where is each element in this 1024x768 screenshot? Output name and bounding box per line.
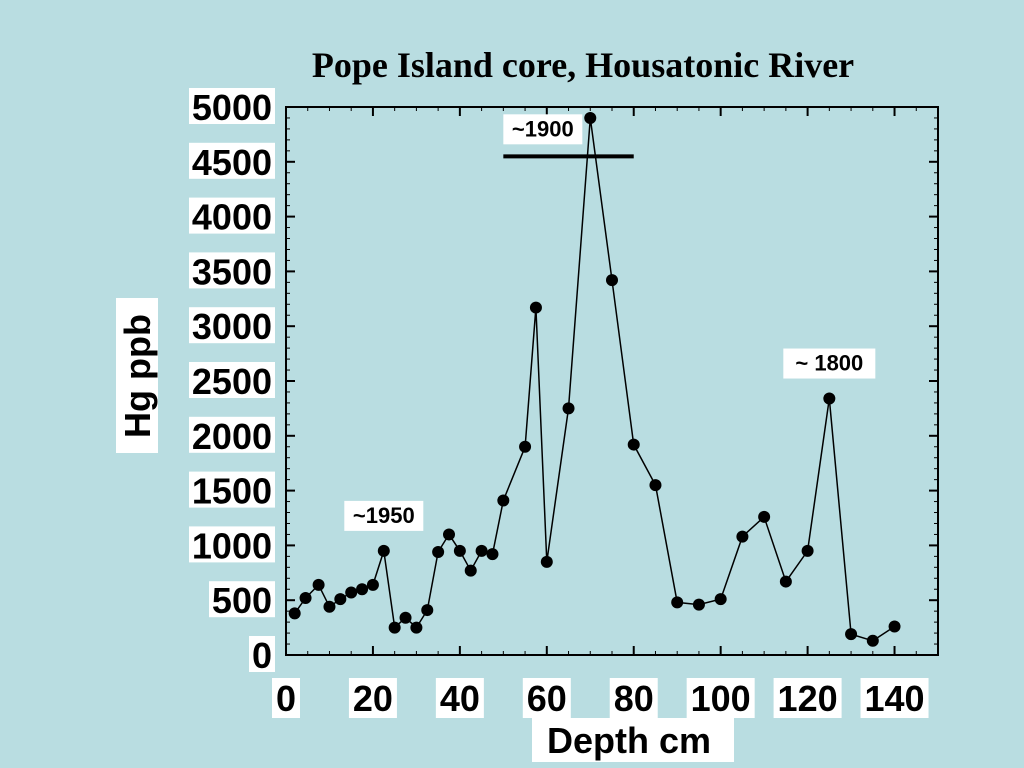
x-tick-label-bg	[686, 678, 755, 718]
y-tick-label-bg	[189, 416, 275, 453]
data-point	[801, 544, 814, 557]
x-tick-label-bg	[348, 678, 397, 718]
x-axis-label-group: Depth cm	[532, 718, 734, 762]
y-tick-label: 4000	[192, 197, 272, 238]
annotation-label-bg	[503, 114, 583, 145]
data-point	[627, 438, 640, 451]
x-axis-label-bg	[532, 718, 734, 762]
data-point	[366, 578, 379, 591]
x-axis-label: Depth cm	[547, 720, 711, 761]
data-point	[464, 564, 477, 577]
data-point	[299, 592, 312, 605]
data-point	[432, 545, 445, 558]
y-tick-label-bg	[189, 197, 275, 234]
data-point	[758, 510, 771, 523]
x-tick-label: 100	[691, 678, 751, 719]
minor-ticks	[285, 106, 939, 656]
data-point	[345, 586, 358, 599]
data-point	[888, 620, 901, 633]
data-point	[562, 402, 575, 415]
x-axis-ticks: 0 20 40 60 80 100 120 140	[272, 107, 929, 719]
annotation-label: ~1950	[353, 503, 415, 528]
y-tick-label-bg	[189, 307, 275, 344]
x-tick-label: 80	[614, 678, 654, 719]
data-point	[671, 596, 684, 609]
data-point	[288, 607, 301, 620]
y-tick-label-bg	[189, 88, 275, 124]
data-point	[334, 593, 347, 606]
x-tick-label: 60	[527, 678, 567, 719]
data-point	[475, 544, 488, 557]
y-axis-ticks: 0 500 1000 1500 2000 2500 3000 3500 4000 4500 5000	[189, 87, 938, 676]
y-tick-label-bg	[189, 142, 275, 179]
series-layer	[288, 111, 901, 647]
y-tick-label: 3500	[192, 251, 272, 292]
data-point	[845, 628, 858, 641]
y-tick-label: 4500	[192, 142, 272, 183]
y-tick-label: 5000	[192, 87, 272, 128]
data-point	[823, 392, 836, 405]
y-tick-label: 500	[212, 580, 272, 621]
x-tick-label-bg	[435, 678, 484, 718]
data-point	[377, 544, 390, 557]
data-point	[443, 528, 455, 541]
y-axis-label-bg	[116, 298, 158, 453]
y-tick-label-bg	[189, 362, 275, 398]
chart-title-group: Pope Island core, Housatonic River	[312, 45, 854, 85]
data-point	[529, 301, 542, 314]
data-point	[486, 548, 499, 561]
data-point	[356, 583, 369, 596]
annotation-label: ~1900	[512, 116, 574, 141]
data-point	[421, 604, 434, 617]
annotation-label: ~ 1800	[795, 351, 863, 376]
data-point	[714, 593, 727, 606]
x-tick-label-bg	[860, 678, 929, 718]
x-tick-label-bg	[272, 678, 300, 718]
annotation-label-bg	[783, 348, 876, 379]
data-point	[866, 634, 879, 647]
x-tick-label: 0	[276, 678, 296, 719]
data-point	[584, 111, 597, 124]
data-point	[497, 494, 510, 507]
data-point	[736, 530, 749, 543]
y-tick-label: 0	[252, 635, 272, 676]
x-tick-label-bg	[522, 678, 571, 718]
y-tick-label: 1000	[192, 525, 272, 566]
data-point	[399, 611, 412, 624]
y-tick-label-bg	[249, 636, 275, 672]
data-point	[388, 621, 401, 634]
data-point	[323, 600, 336, 613]
chart-title: Pope Island core, Housatonic River	[312, 45, 854, 85]
data-point	[312, 578, 325, 591]
series-line	[294, 117, 895, 642]
y-axis-label: Hg ppb	[117, 314, 158, 438]
data-point	[606, 274, 618, 287]
x-tick-label: 40	[440, 678, 480, 719]
data-point	[453, 544, 466, 557]
y-tick-label: 2000	[192, 416, 272, 457]
y-tick-label: 3000	[192, 306, 272, 347]
data-point	[410, 621, 423, 634]
y-tick-label-bg	[189, 471, 275, 508]
y-tick-label: 1500	[192, 471, 272, 512]
x-tick-label-bg	[773, 678, 842, 718]
plot-area	[285, 106, 939, 656]
y-tick-label: 2500	[192, 361, 272, 402]
data-point	[540, 555, 553, 568]
data-point	[519, 440, 532, 453]
x-tick-label: 20	[353, 678, 393, 719]
data-point	[779, 575, 792, 588]
y-tick-label-bg	[189, 526, 275, 563]
annotation-label-bg	[344, 500, 424, 531]
x-tick-label: 120	[778, 678, 838, 719]
x-tick-label-bg	[609, 678, 658, 718]
data-point	[649, 479, 662, 492]
data-point	[692, 598, 705, 611]
annotations: ~1950 ~1900 ~ 1800	[344, 114, 876, 531]
y-tick-label-bg	[189, 252, 275, 289]
y-axis-label-group: Hg ppb	[116, 298, 158, 453]
y-tick-label-bg	[209, 581, 275, 618]
x-tick-label: 140	[864, 678, 924, 719]
